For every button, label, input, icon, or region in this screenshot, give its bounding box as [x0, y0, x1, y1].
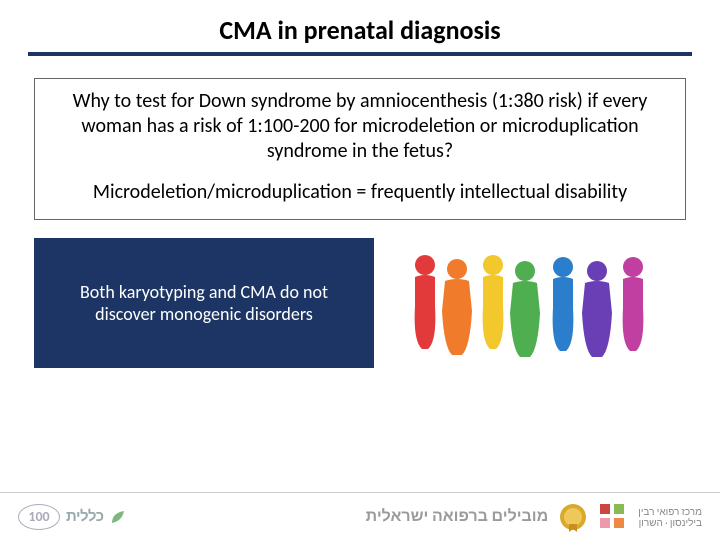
people-silhouettes-icon — [400, 243, 660, 363]
leaf-icon — [110, 509, 126, 525]
navy-callout-text: Both karyotyping and CMA do not discover… — [56, 281, 352, 326]
clalit-number: 100 — [18, 504, 60, 530]
clalit-text: כללית — [66, 508, 104, 526]
rabin-text-block: מרכז רפואי רבין בילינסון · השרון — [638, 506, 702, 528]
clalit-oval-icon: 100 — [18, 504, 60, 530]
question-sub-text: Microdeletion/microduplication = frequen… — [49, 180, 671, 205]
slide: CMA in prenatal diagnosis Why to test fo… — [0, 0, 720, 540]
question-box: Why to test for Down syndrome by amnioce… — [34, 78, 686, 220]
footer-left-group: 100 כללית — [18, 504, 126, 530]
clalit-logo: 100 כללית — [18, 504, 126, 530]
title-area: CMA in prenatal diagnosis — [0, 0, 720, 56]
question-main-text: Why to test for Down syndrome by amnioce… — [49, 89, 671, 164]
navy-callout-box: Both karyotyping and CMA do not discover… — [34, 238, 374, 368]
footer-bar: 100 כללית מובילים ברפואה ישראלית — [0, 492, 720, 540]
footer-right-group: מובילים ברפואה ישראלית מרכז רפואי רבין ב… — [366, 502, 702, 532]
page-title: CMA in prenatal diagnosis — [0, 14, 720, 46]
footer-slogan: מובילים ברפואה ישראלית — [366, 507, 549, 526]
lower-row: Both karyotyping and CMA do not discover… — [34, 238, 686, 368]
rabin-line2: בילינסון · השרון — [638, 517, 702, 528]
title-underline — [28, 52, 692, 56]
gold-badge-icon — [558, 502, 588, 532]
rabin-logo-icon — [598, 502, 628, 532]
people-graphic-box — [374, 238, 686, 368]
rabin-line1: מרכז רפואי רבין — [638, 506, 702, 517]
